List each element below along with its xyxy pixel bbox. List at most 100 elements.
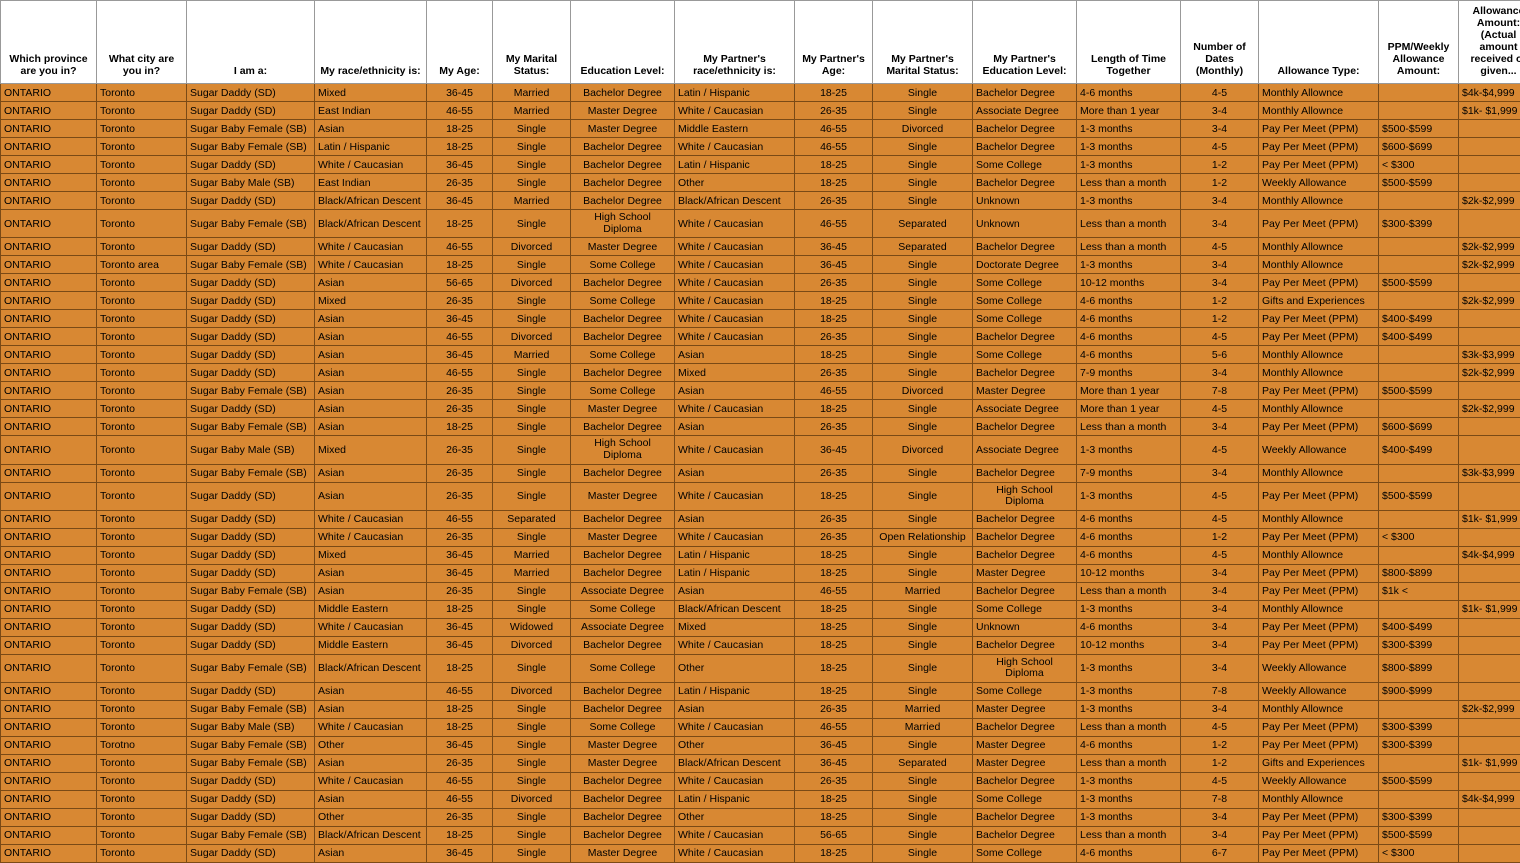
table-cell: 1-2	[1181, 736, 1259, 754]
table-cell: 36-45	[427, 310, 493, 328]
table-cell: Less than a month	[1077, 826, 1181, 844]
table-cell: 26-35	[795, 464, 873, 482]
table-cell: Black/African Descent	[315, 654, 427, 682]
table-cell: < $300	[1379, 844, 1459, 862]
table-cell: ONTARIO	[1, 700, 97, 718]
table-cell: Asian	[315, 364, 427, 382]
table-cell: 4-5	[1181, 84, 1259, 102]
table-cell: Bachelor Degree	[571, 274, 675, 292]
table-cell: Single	[493, 436, 571, 464]
table-cell: Toronto	[97, 654, 187, 682]
table-row: ONTARIOTorontoSugar Daddy (SD)White / Ca…	[1, 528, 1520, 546]
table-cell: Toronto	[97, 772, 187, 790]
table-cell: Monthly Allownce	[1259, 346, 1379, 364]
table-cell: $500-$599	[1379, 482, 1459, 510]
table-cell: 26-35	[427, 754, 493, 772]
table-cell: 18-25	[795, 292, 873, 310]
table-cell: 46-55	[427, 772, 493, 790]
table-cell: Single	[493, 174, 571, 192]
table-cell: Divorced	[493, 274, 571, 292]
table-cell: Weekly Allowance	[1259, 436, 1379, 464]
table-cell: $400-$499	[1379, 310, 1459, 328]
table-cell: Toronto	[97, 682, 187, 700]
table-cell: Single	[493, 120, 571, 138]
table-cell: Bachelor Degree	[571, 826, 675, 844]
table-cell: Some College	[571, 718, 675, 736]
table-cell: 26-35	[427, 482, 493, 510]
table-cell: Sugar Baby Male (SB)	[187, 718, 315, 736]
table-cell: 3-4	[1181, 826, 1259, 844]
table-cell: $2k-$2,999	[1459, 292, 1520, 310]
table-cell: Asian	[315, 482, 427, 510]
table-cell: Single	[873, 564, 973, 582]
table-row: ONTARIOTorontoSugar Daddy (SD)Asian36-45…	[1, 844, 1520, 862]
table-cell: Sugar Daddy (SD)	[187, 102, 315, 120]
column-header: My Partner's Marital Status:	[873, 1, 973, 84]
table-cell: 26-35	[795, 328, 873, 346]
table-cell: Asian	[315, 582, 427, 600]
table-row: ONTARIOTorontoSugar Daddy (SD)Asian26-35…	[1, 400, 1520, 418]
table-cell: More than 1 year	[1077, 382, 1181, 400]
table-cell: Asian	[315, 328, 427, 346]
table-cell: Toronto	[97, 808, 187, 826]
table-cell: Bachelor Degree	[973, 826, 1077, 844]
table-cell: 18-25	[795, 636, 873, 654]
table-cell: 4-5	[1181, 510, 1259, 528]
table-cell: Toronto	[97, 156, 187, 174]
table-cell: 26-35	[427, 808, 493, 826]
table-cell	[1379, 84, 1459, 102]
table-cell: 26-35	[427, 382, 493, 400]
table-cell: 36-45	[795, 238, 873, 256]
table-cell: Black/African Descent	[315, 192, 427, 210]
table-cell: $600-$699	[1379, 138, 1459, 156]
table-cell: ONTARIO	[1, 256, 97, 274]
table-cell: Monthly Allownce	[1259, 84, 1379, 102]
table-cell: Sugar Baby Female (SB)	[187, 654, 315, 682]
table-cell: ONTARIO	[1, 636, 97, 654]
table-cell: Bachelor Degree	[571, 418, 675, 436]
table-cell: Associate Degree	[571, 618, 675, 636]
table-cell: High School Diploma	[973, 654, 1077, 682]
table-cell: $1k- $1,999	[1459, 102, 1520, 120]
table-cell: Single	[873, 310, 973, 328]
table-row: ONTARIOTorontoSugar Daddy (SD)Asian46-55…	[1, 682, 1520, 700]
table-cell: Less than a month	[1077, 238, 1181, 256]
table-cell: Weekly Allowance	[1259, 654, 1379, 682]
table-cell: White / Caucasian	[315, 772, 427, 790]
table-cell: Some College	[973, 274, 1077, 292]
table-cell: Bachelor Degree	[973, 718, 1077, 736]
table-cell: $2k-$2,999	[1459, 238, 1520, 256]
table-cell: 3-4	[1181, 120, 1259, 138]
table-cell: 4-5	[1181, 436, 1259, 464]
table-cell: Divorced	[493, 328, 571, 346]
table-cell: Divorced	[873, 120, 973, 138]
table-cell: 26-35	[795, 418, 873, 436]
table-cell: Sugar Daddy (SD)	[187, 328, 315, 346]
table-cell: Bachelor Degree	[973, 120, 1077, 138]
table-cell: 46-55	[795, 582, 873, 600]
table-cell: 46-55	[427, 102, 493, 120]
table-cell: Single	[493, 256, 571, 274]
table-cell: Bachelor Degree	[571, 192, 675, 210]
table-cell: 3-4	[1181, 418, 1259, 436]
table-cell: Pay Per Meet (PPM)	[1259, 274, 1379, 292]
table-cell: White / Caucasian	[675, 292, 795, 310]
table-cell	[1459, 844, 1520, 862]
table-cell: Bachelor Degree	[973, 364, 1077, 382]
table-cell: Married	[493, 564, 571, 582]
table-row: ONTARIOTorontoSugar Baby Female (SB)Blac…	[1, 210, 1520, 238]
table-cell: Single	[873, 364, 973, 382]
table-cell: 4-5	[1181, 138, 1259, 156]
table-cell: 18-25	[795, 808, 873, 826]
table-cell: ONTARIO	[1, 464, 97, 482]
table-cell: 3-4	[1181, 192, 1259, 210]
table-cell: Master Degree	[571, 120, 675, 138]
table-cell: Sugar Daddy (SD)	[187, 618, 315, 636]
table-cell: Single	[493, 310, 571, 328]
table-row: ONTARIOTorontoSugar Daddy (SD)White / Ca…	[1, 156, 1520, 174]
table-cell: ONTARIO	[1, 328, 97, 346]
table-cell: Master Degree	[571, 754, 675, 772]
table-cell: Single	[873, 482, 973, 510]
column-header: Allowance Type:	[1259, 1, 1379, 84]
table-cell: 1-3 months	[1077, 600, 1181, 618]
